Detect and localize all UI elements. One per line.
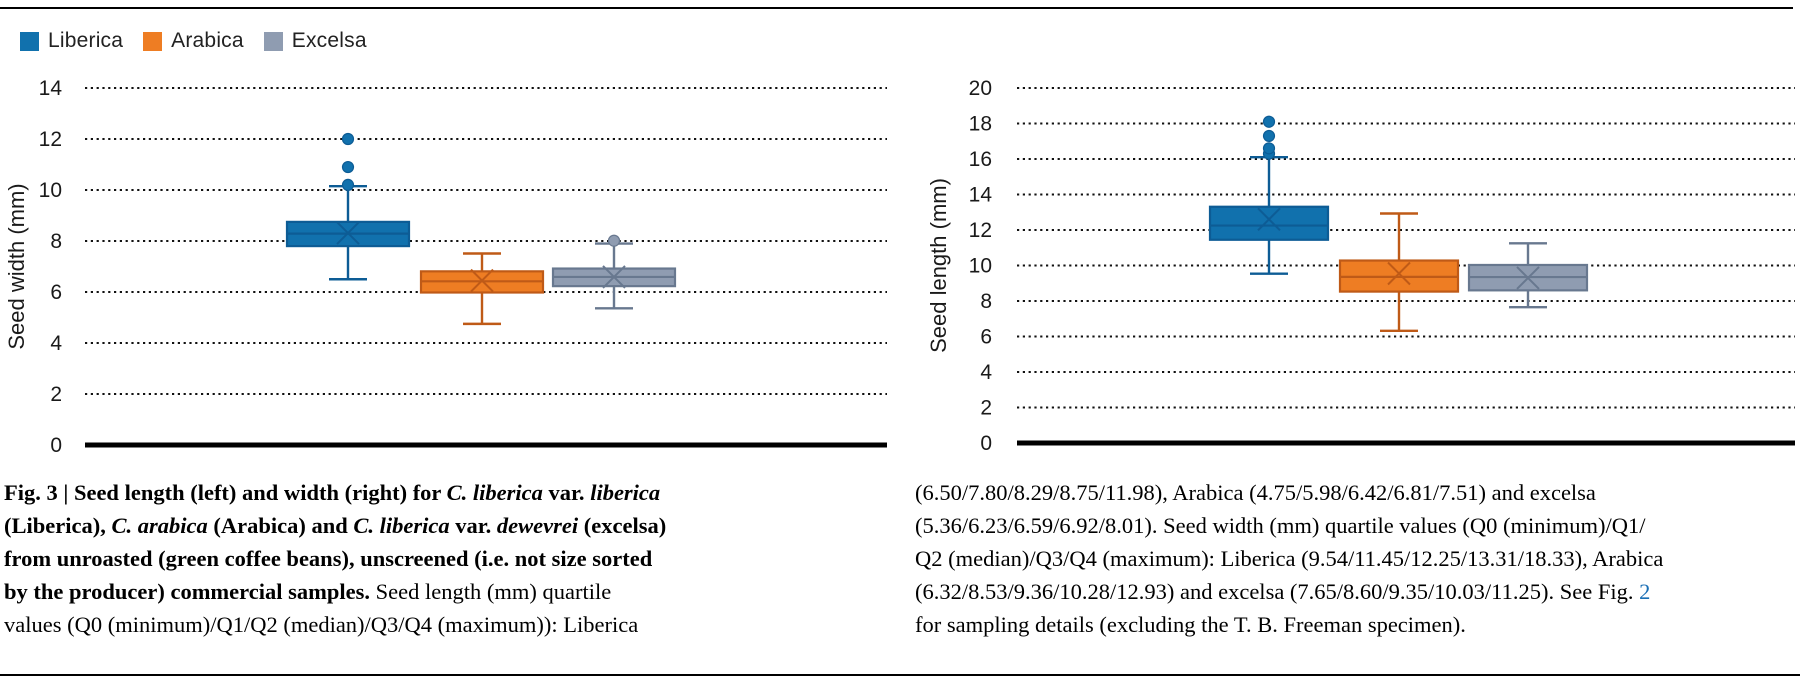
- outlier-point: [341, 160, 355, 174]
- boxplot-seed-width: Seed width (mm) 0 2 4 6 8 10 12 14: [4, 77, 887, 457]
- mean-marker: [1516, 266, 1540, 290]
- caption-line: (6.50/7.80/8.29/8.75/11.98), Arabica (4.…: [915, 476, 1615, 509]
- caption-text: by the producer) commercial samples.: [4, 579, 376, 604]
- box-liberica: [285, 132, 411, 281]
- y-tick-label: 10: [39, 179, 62, 202]
- legend-item-arabica: Arabica: [143, 29, 244, 53]
- y-tick-label: 0: [50, 434, 62, 457]
- caption-text: (6.32/8.53/9.36/10.28/12.93) and excelsa…: [915, 579, 1640, 604]
- caption-text: C. liberica: [446, 480, 543, 505]
- caption-text: var.: [542, 480, 591, 505]
- y-tick-label: 18: [969, 113, 992, 136]
- caption-line: values (Q0 (minimum)/Q1/Q2 (median)/Q3/Q…: [4, 608, 884, 641]
- outlier-point: [341, 178, 355, 192]
- y-tick-label: 10: [969, 255, 992, 278]
- caption-text: Q2 (median)/Q3/Q4 (maximum): Liberica (9…: [915, 546, 1664, 571]
- caption-text: (5.36/6.23/6.59/6.92/8.01). Seed width (…: [915, 513, 1646, 538]
- y-tick-label: 4: [50, 332, 62, 355]
- outlier-point: [607, 234, 621, 247]
- outlier-point: [1262, 115, 1276, 128]
- y-axis-label: Seed length (mm): [926, 178, 951, 353]
- caption-line: for sampling details (excluding the T. B…: [915, 608, 1615, 641]
- caption-line: (6.32/8.53/9.36/10.28/12.93) and excelsa…: [915, 575, 1650, 608]
- mean-marker: [336, 221, 360, 245]
- caption-text: for sampling details (excluding the T. B…: [915, 612, 1466, 637]
- box-excelsa: [1467, 242, 1589, 309]
- caption-text: from unroasted (green coffee beans), uns…: [4, 546, 653, 571]
- outlier-point: [1262, 142, 1276, 155]
- caption-line: (5.36/6.23/6.59/6.92/8.01). Seed width (…: [915, 509, 1646, 542]
- y-tick-label: 14: [969, 184, 993, 207]
- box-excelsa: [551, 234, 677, 310]
- caption-line: Fig. 3 | Seed length (left) and width (r…: [4, 476, 884, 509]
- y-axis-label: Seed width (mm): [4, 183, 29, 349]
- y-tick-label: 14: [39, 77, 63, 100]
- mean-marker: [470, 268, 494, 293]
- caption-text: Fig. 3 | Seed length (left) and width (r…: [4, 480, 447, 505]
- y-tick-label: 2: [980, 397, 992, 420]
- caption-right-column: (6.50/7.80/8.29/8.75/11.98), Arabica (4.…: [915, 476, 1663, 641]
- y-tick-label: 8: [50, 230, 62, 253]
- caption-line: from unroasted (green coffee beans), uns…: [4, 542, 884, 575]
- caption-line: Q2 (median)/Q3/Q4 (maximum): Liberica (9…: [915, 542, 1663, 575]
- caption-text: (excelsa): [578, 513, 667, 538]
- y-tick-label: 6: [50, 281, 62, 304]
- caption-line: (Liberica), C. arabica (Arabica) and C. …: [4, 509, 884, 542]
- caption-text: var.: [449, 513, 497, 538]
- mean-marker: [1257, 207, 1281, 232]
- caption-line: by the producer) commercial samples. See…: [4, 575, 884, 608]
- legend-label: Excelsa: [291, 29, 367, 52]
- mean-marker: [1387, 261, 1411, 286]
- y-tick-label: 20: [969, 77, 992, 100]
- y-tick-label: 12: [39, 128, 62, 151]
- legend-label: Arabica: [171, 29, 244, 52]
- caption-text: dewevrei: [496, 513, 579, 538]
- y-tick-label: 4: [980, 361, 992, 384]
- mean-marker: [602, 265, 626, 289]
- caption-text: values (Q0 (minimum)/Q1/Q2 (median)/Q3/Q…: [4, 612, 639, 637]
- y-tick-label: 12: [969, 219, 992, 242]
- caption-text: C. arabica: [111, 513, 208, 538]
- outlier-point: [341, 132, 355, 146]
- legend-item-excelsa: Excelsa: [263, 29, 367, 53]
- outlier-point: [1262, 129, 1276, 143]
- caption-text: Seed length (mm) quartile: [375, 579, 612, 604]
- y-tick-label: 8: [980, 290, 992, 313]
- legend-swatch-excelsa: [263, 31, 283, 51]
- y-tick-label: 2: [50, 383, 62, 406]
- box-liberica: [1208, 115, 1330, 275]
- caption-text: (6.50/7.80/8.29/8.75/11.98), Arabica (4.…: [915, 480, 1596, 505]
- box-arabica: [1338, 212, 1460, 333]
- legend-swatch-arabica: [143, 31, 163, 51]
- legend-swatch-liberica: [20, 31, 39, 51]
- bottom-rule: [0, 674, 1800, 676]
- legend: Liberica Arabica Excelsa: [20, 29, 367, 53]
- caption-left-column: Fig. 3 | Seed length (left) and width (r…: [4, 476, 884, 641]
- legend-item-liberica: Liberica: [20, 29, 123, 53]
- legend-label: Liberica: [48, 29, 124, 52]
- y-tick-label: 0: [980, 432, 992, 455]
- caption-text: C. liberica: [353, 513, 450, 538]
- caption-text: (Liberica),: [4, 513, 112, 538]
- caption-text: (Arabica) and: [207, 513, 354, 538]
- y-tick-label: 16: [969, 148, 992, 171]
- caption-text: liberica: [590, 480, 661, 505]
- top-rule: [0, 7, 1793, 9]
- box-arabica: [419, 252, 545, 326]
- fig-2-link[interactable]: 2: [1639, 579, 1651, 604]
- boxplot-seed-length: Seed length (mm) 0 2 4 6 8 10 12 14 16 18 20: [926, 77, 1795, 455]
- y-tick-label: 6: [980, 326, 992, 349]
